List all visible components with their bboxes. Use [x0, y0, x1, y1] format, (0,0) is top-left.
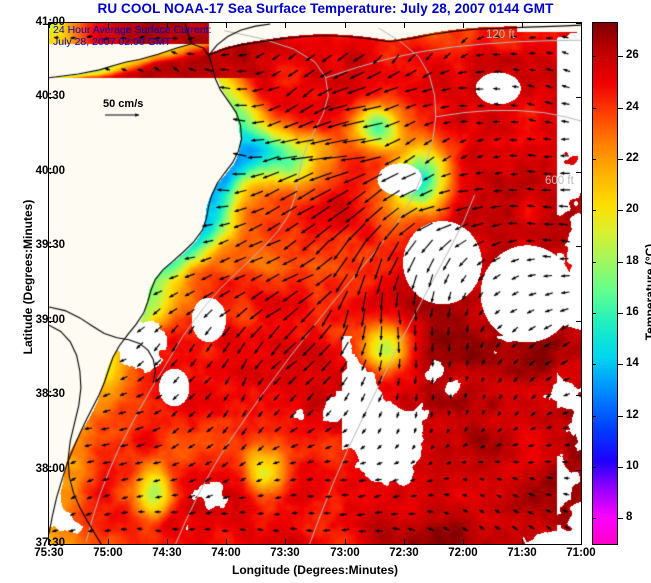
y-axis-tick — [48, 470, 54, 471]
y-axis-tick — [576, 172, 582, 173]
x-axis-tick-label: 71:00 — [566, 547, 596, 559]
colorbar-tick-label: 14 — [626, 357, 639, 369]
x-axis-tick — [522, 22, 523, 28]
colorbar-tick — [592, 262, 596, 263]
x-axis-tick-label: 74:00 — [211, 547, 241, 559]
x-axis-tick — [285, 22, 286, 28]
colorbar-tick — [592, 159, 596, 160]
x-axis-tick-label: 74:30 — [152, 547, 182, 559]
colorbar-tick — [618, 313, 623, 314]
x-axis-tick — [226, 22, 227, 28]
colorbar-tick — [592, 56, 596, 57]
colorbar-tick — [618, 56, 623, 57]
x-axis-tick — [463, 22, 464, 28]
colorbar-tick-label: 10 — [626, 460, 639, 472]
contour-label-600ft: 600 ft — [545, 175, 574, 187]
x-axis-tick — [345, 22, 346, 28]
y-axis-tick-label: 37:30 — [35, 537, 65, 549]
y-axis-tick-label: 38:30 — [35, 388, 65, 400]
x-axis-tick — [226, 539, 227, 545]
colorbar-tick — [618, 467, 623, 468]
colorbar-tick — [618, 108, 623, 109]
current-annotation: 24 Hour Average Surface Current: July 28… — [53, 24, 212, 48]
y-axis-tick — [576, 395, 582, 396]
x-axis-label: Longitude (Degrees:Minutes) — [231, 563, 398, 577]
y-axis-tick — [48, 544, 54, 545]
colorbar-tick — [592, 467, 596, 468]
y-axis-tick-label: 39:00 — [35, 314, 65, 326]
colorbar-tick-label: 18 — [626, 255, 639, 267]
x-axis-tick — [463, 539, 464, 545]
colorbar-tick-label: 16 — [626, 306, 639, 318]
y-axis-tick-label: 39:30 — [35, 239, 65, 251]
colorbar-tick-label: 22 — [626, 152, 639, 164]
y-axis-tick — [48, 23, 54, 24]
x-axis-tick — [345, 539, 346, 545]
x-axis-tick — [285, 539, 286, 545]
x-axis-tick-label: 75:00 — [93, 547, 123, 559]
colorbar-tick — [592, 518, 596, 519]
x-axis-tick — [167, 539, 168, 545]
colorbar-label: Temperature (°C) — [643, 243, 651, 341]
x-axis-tick — [404, 22, 405, 28]
y-axis-tick — [576, 97, 582, 98]
colorbar — [592, 22, 618, 545]
colorbar-tick-label: 8 — [626, 511, 633, 523]
colorbar-tick — [592, 313, 596, 314]
y-axis-tick — [48, 97, 54, 98]
x-axis-tick — [404, 539, 405, 545]
x-axis-tick-label: 72:00 — [448, 547, 478, 559]
y-axis-tick-label: 40:00 — [35, 165, 65, 177]
x-axis-tick — [581, 22, 582, 28]
contour-label-120ft: 120 ft — [486, 29, 515, 41]
y-axis-tick — [48, 246, 54, 247]
x-axis-tick-label: 71:30 — [507, 547, 537, 559]
colorbar-tick-label: 26 — [626, 49, 639, 61]
colorbar-tick — [618, 159, 623, 160]
colorbar-tick-label: 12 — [626, 409, 639, 421]
y-axis-tick — [576, 246, 582, 247]
colorbar-tick — [618, 416, 623, 417]
colorbar-tick-label: 24 — [626, 101, 639, 113]
x-axis-tick-label: 72:30 — [389, 547, 419, 559]
y-axis-tick — [576, 470, 582, 471]
x-axis-tick-label: 75:30 — [34, 547, 64, 559]
x-axis-tick — [522, 539, 523, 545]
colorbar-tick — [592, 210, 596, 211]
y-axis-tick-label: 40:30 — [35, 90, 65, 102]
colorbar-tick — [618, 262, 623, 263]
x-axis-tick — [108, 539, 109, 545]
figure-title: RU COOL NOAA-17 Sea Surface Temperature:… — [97, 1, 554, 16]
x-axis-tick — [108, 22, 109, 28]
colorbar-tick — [618, 210, 623, 211]
y-axis-label: Latitude (Degrees:Minutes) — [21, 199, 35, 355]
y-axis-tick-label: 41:00 — [35, 16, 65, 28]
colorbar-tick — [592, 364, 596, 365]
colorbar-tick-label: 20 — [626, 203, 639, 215]
colorbar-tick — [592, 416, 596, 417]
colorbar-tick — [592, 108, 596, 109]
x-axis-tick — [49, 539, 50, 545]
map-plot-area: 24 Hour Average Surface Current: July 28… — [48, 22, 582, 545]
x-axis-tick — [581, 539, 582, 545]
x-axis-tick — [167, 22, 168, 28]
colorbar-tick — [618, 518, 623, 519]
sst-raster-canvas — [49, 23, 581, 544]
vector-scale-label: 50 cm/s — [103, 98, 144, 110]
x-axis-tick — [49, 22, 50, 28]
y-axis-tick — [576, 23, 582, 24]
y-axis-tick — [48, 172, 54, 173]
colorbar-gradient — [593, 23, 617, 544]
current-annotation-line1: 24 Hour Average Surface Current: — [53, 24, 212, 36]
y-axis-tick — [48, 321, 54, 322]
current-annotation-line2: July 28, 2007 02:00 GMT — [53, 35, 171, 48]
y-axis-tick — [576, 321, 582, 322]
y-axis-tick-label: 38:00 — [35, 463, 65, 475]
y-axis-tick — [48, 395, 54, 396]
y-axis-tick — [576, 544, 582, 545]
colorbar-tick — [618, 364, 623, 365]
x-axis-tick-label: 73:30 — [270, 547, 300, 559]
x-axis-tick-label: 73:00 — [330, 547, 360, 559]
